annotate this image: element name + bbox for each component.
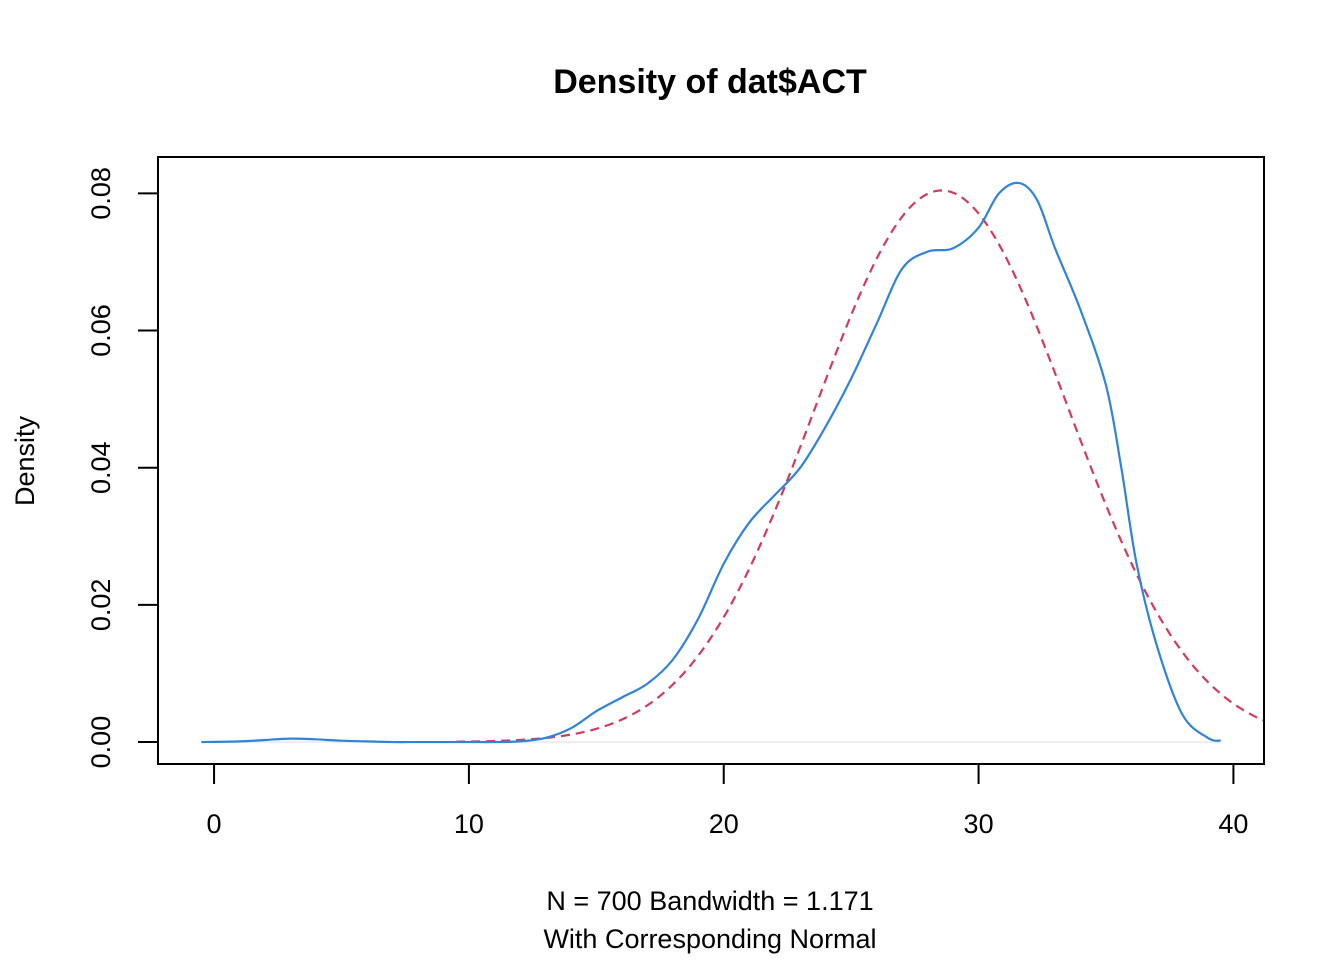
y-tick-label: 0.02 (86, 579, 116, 632)
y-tick-label: 0.06 (86, 304, 116, 357)
x-axis-label-line2: With Corresponding Normal (543, 924, 876, 954)
x-tick-label: 20 (709, 809, 739, 839)
y-tick-label: 0.00 (86, 716, 116, 769)
x-tick-label: 40 (1218, 809, 1248, 839)
y-tick-label: 0.08 (86, 167, 116, 220)
y-axis-label: Density (10, 415, 40, 506)
normal-density-curve (456, 189, 1264, 743)
x-tick-label: 0 (207, 809, 222, 839)
y-tick-label: 0.04 (86, 441, 116, 494)
x-tick-label: 30 (964, 809, 994, 839)
plot-frame (157, 156, 1265, 765)
x-axis-label-line1: N = 700 Bandwidth = 1.171 (546, 886, 873, 916)
kde-density-curve (201, 181, 1221, 744)
chart-title: Density of dat$ACT (553, 63, 867, 101)
x-tick-label: 10 (454, 809, 484, 839)
